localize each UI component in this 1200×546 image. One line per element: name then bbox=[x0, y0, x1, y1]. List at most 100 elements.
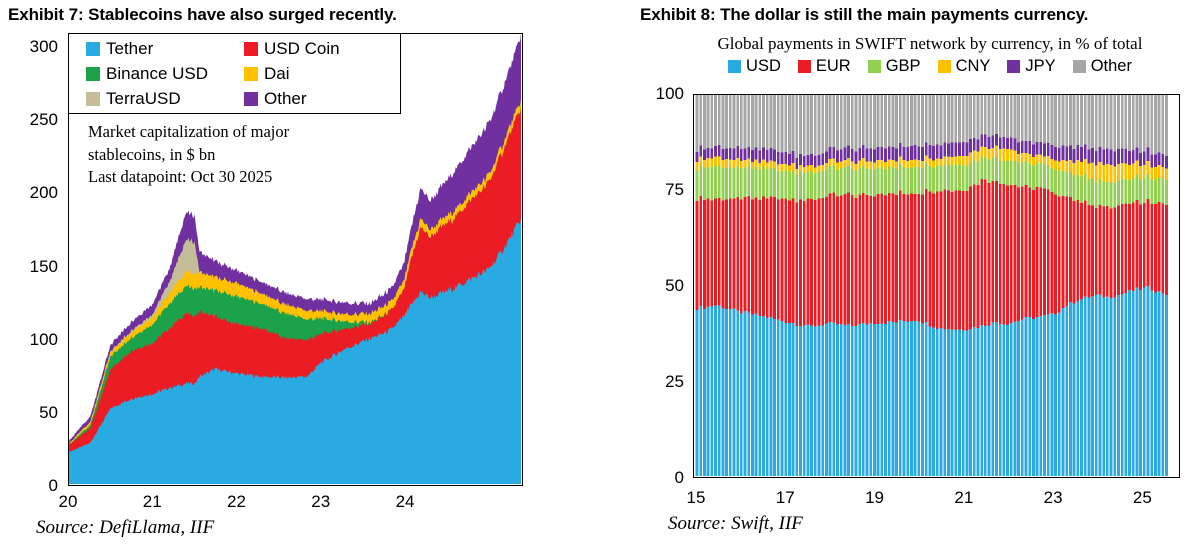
exhibit7-plot-area bbox=[68, 33, 523, 486]
bar-segment-gbp bbox=[717, 165, 721, 198]
bar-segment-eur bbox=[1157, 202, 1161, 291]
bar-segment-usd bbox=[699, 305, 703, 476]
bar-segment-gbp bbox=[965, 165, 969, 192]
x-axis-tick-label: 17 bbox=[775, 488, 795, 507]
bar-segment-jpy bbox=[891, 147, 895, 161]
exhibit8-subtitle: Global payments in SWIFT network by curr… bbox=[717, 34, 1143, 53]
bar-segment-usd bbox=[932, 327, 935, 476]
bar-segment-other bbox=[1083, 95, 1087, 145]
x-axis-tick-label: 24 bbox=[395, 492, 415, 511]
bar-segment-eur bbox=[1117, 205, 1120, 296]
bar-segment-cny bbox=[1124, 163, 1128, 180]
x-axis-tick-label: 15 bbox=[686, 488, 706, 507]
bar-segment-other bbox=[758, 95, 762, 151]
bar-segment-jpy bbox=[1028, 141, 1032, 154]
bar-segment-eur bbox=[1142, 202, 1146, 288]
bar-segment-gbp bbox=[891, 167, 895, 194]
bar-segment-jpy bbox=[976, 139, 980, 152]
bar-segment-jpy bbox=[995, 134, 998, 146]
legend-label: TerraUSD bbox=[106, 89, 181, 108]
bar-segment-eur bbox=[972, 184, 976, 327]
bar-segment-other bbox=[898, 95, 902, 143]
exhibit7-legend: Tether USD Coin Binance USD Dai TerraUSD Othe… bbox=[69, 34, 400, 109]
bar-segment-eur bbox=[906, 194, 910, 322]
bar-segment-eur bbox=[1061, 196, 1065, 309]
bar-segment-cny bbox=[739, 160, 743, 169]
bar-segment-usd bbox=[1124, 293, 1128, 476]
bar-segment-eur bbox=[1065, 196, 1069, 307]
bar-segment-gbp bbox=[1032, 165, 1035, 191]
bar-segment-other bbox=[917, 95, 921, 147]
bar-segment-gbp bbox=[980, 156, 984, 179]
legend-item-binance-usd: Binance USD bbox=[86, 64, 244, 84]
bar-segment-other bbox=[762, 95, 765, 148]
bar-segment-other bbox=[817, 95, 821, 156]
bar-segment-gbp bbox=[1098, 178, 1102, 205]
swift-stacked-bar-chart bbox=[695, 95, 1168, 476]
bar-segment-other bbox=[706, 95, 710, 148]
bar-segment-usd bbox=[969, 329, 972, 476]
bar-segment-cny bbox=[1150, 167, 1154, 180]
bar-segment-other bbox=[832, 95, 836, 148]
bar-segment-jpy bbox=[887, 146, 891, 160]
bar-segment-gbp bbox=[1065, 172, 1069, 197]
bar-segment-gbp bbox=[1043, 164, 1046, 189]
bar-segment-other bbox=[1146, 95, 1150, 148]
legend-swatch-icon bbox=[244, 67, 258, 81]
bar-segment-jpy bbox=[728, 148, 732, 160]
bar-segment-gbp bbox=[998, 160, 1002, 185]
bar-segment-eur bbox=[1054, 194, 1057, 315]
bar-segment-other bbox=[836, 95, 839, 151]
exhibit8-plot-area bbox=[693, 94, 1180, 478]
bar-segment-usd bbox=[913, 321, 917, 476]
bar-segment-other bbox=[839, 95, 843, 150]
bar-segment-cny bbox=[995, 145, 998, 157]
bar-segment-cny bbox=[1043, 156, 1046, 165]
bar-segment-usd bbox=[895, 322, 899, 476]
bar-segment-cny bbox=[1054, 160, 1057, 170]
bar-segment-other bbox=[695, 95, 699, 153]
bar-segment-eur bbox=[839, 195, 843, 324]
bar-segment-eur bbox=[706, 198, 710, 307]
bar-segment-other bbox=[854, 95, 858, 152]
bar-segment-gbp bbox=[869, 168, 873, 197]
bar-segment-usd bbox=[1117, 295, 1120, 476]
bar-segment-gbp bbox=[913, 166, 917, 194]
bar-segment-jpy bbox=[895, 148, 899, 162]
bar-segment-jpy bbox=[906, 147, 910, 161]
bar-segment-gbp bbox=[928, 166, 932, 192]
bar-segment-jpy bbox=[1057, 148, 1061, 162]
bar-segment-gbp bbox=[976, 161, 980, 185]
bar-segment-cny bbox=[1046, 155, 1050, 165]
bar-segment-gbp bbox=[710, 167, 714, 201]
bar-segment-jpy bbox=[1024, 140, 1028, 153]
bar-segment-gbp bbox=[917, 167, 921, 194]
legend-item-other: Other bbox=[1072, 57, 1132, 76]
bar-segment-jpy bbox=[961, 142, 965, 156]
bar-segment-other bbox=[721, 95, 725, 150]
bar-segment-other bbox=[884, 95, 887, 149]
bar-segment-cny bbox=[913, 159, 917, 167]
bar-segment-gbp bbox=[1046, 164, 1050, 190]
bar-segment-gbp bbox=[795, 175, 799, 203]
bar-segment-cny bbox=[1094, 165, 1098, 183]
bar-segment-gbp bbox=[762, 166, 765, 197]
bar-segment-jpy bbox=[795, 157, 799, 170]
bar-segment-gbp bbox=[836, 169, 839, 197]
bar-segment-other bbox=[1165, 95, 1168, 157]
bar-segment-cny bbox=[1105, 164, 1109, 182]
bar-segment-other bbox=[1072, 95, 1076, 149]
bar-segment-other bbox=[902, 95, 906, 148]
bar-segment-other bbox=[939, 95, 943, 146]
bar-segment-other bbox=[861, 95, 865, 145]
bar-segment-cny bbox=[743, 160, 747, 168]
bar-segment-gbp bbox=[802, 173, 806, 202]
y-axis-tick-label: 50 bbox=[665, 276, 684, 295]
bar-segment-gbp bbox=[1050, 167, 1054, 192]
bar-segment-usd bbox=[1017, 320, 1021, 476]
bar-segment-eur bbox=[991, 181, 995, 322]
bar-segment-usd bbox=[850, 325, 854, 476]
bar-segment-cny bbox=[810, 164, 813, 172]
y-axis-tick-label: 200 bbox=[29, 183, 58, 203]
bar-segment-gbp bbox=[954, 164, 958, 191]
